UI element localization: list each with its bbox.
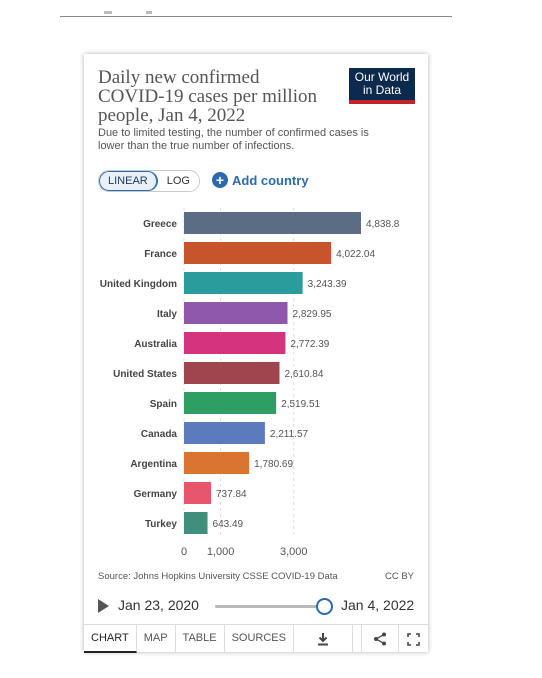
x-tick-label: 3,000 (280, 546, 308, 558)
bar (184, 362, 280, 384)
chart-subtitle: Due to limited testing, the number of co… (98, 127, 369, 152)
category-label: Spain (150, 399, 177, 410)
timeline-track[interactable] (215, 605, 323, 608)
owid-logo[interactable]: Our World in Data (349, 68, 415, 104)
timeline: Jan 23, 2020 Jan 4, 2022 (98, 595, 418, 617)
logo-line-2: in Data (362, 83, 402, 97)
download-icon (317, 633, 328, 646)
value-label: 2,211.57 (270, 429, 309, 440)
license-link[interactable]: CC BY (384, 571, 414, 582)
category-label: Italy (157, 309, 177, 320)
bar (184, 242, 332, 264)
chart-card: Daily new confirmed COVID-19 cases per m… (84, 54, 428, 653)
top-divider (60, 16, 452, 17)
timeline-start-date[interactable]: Jan 23, 2020 (118, 597, 199, 613)
timeline-handle[interactable] (316, 598, 333, 615)
category-label: France (144, 249, 177, 260)
category-label: Australia (134, 339, 177, 350)
category-label: Turkey (145, 519, 177, 530)
category-label: Argentina (130, 459, 177, 470)
linear-scale-button[interactable]: LINEAR (99, 171, 158, 191)
value-label: 3,243.39 (308, 279, 347, 290)
category-label: United Kingdom (100, 279, 177, 290)
tab-table[interactable]: TABLE (176, 625, 225, 653)
top-divider-marks-2 (146, 11, 152, 14)
tab-chart[interactable]: CHART (84, 625, 137, 653)
bar (184, 392, 277, 414)
value-label: 4,022.04 (336, 249, 375, 260)
logo-line-1: Our World (354, 70, 410, 84)
share-button[interactable] (360, 625, 400, 653)
bar (184, 422, 265, 444)
bar (184, 482, 211, 504)
top-divider-marks (104, 11, 112, 14)
bar-chart: 0 1,000 3,000 Greece 4,838.8 France 4,022.04 Un… (100, 208, 400, 558)
bar (184, 332, 286, 354)
value-label: 2,829.95 (293, 309, 332, 320)
bar (184, 302, 288, 324)
tab-sources[interactable]: SOURCES (225, 625, 294, 653)
chart-title: Daily new confirmed COVID-19 cases per m… (98, 67, 317, 126)
value-label: 2,772.39 (290, 339, 329, 350)
category-label: Canada (141, 429, 178, 440)
value-label: 737.84 (216, 489, 247, 500)
bar (184, 512, 208, 534)
play-icon[interactable] (98, 599, 109, 613)
fullscreen-icon (407, 632, 420, 646)
source-note[interactable]: Source: Johns Hopkins University CSSE CO… (98, 571, 338, 582)
download-button[interactable] (294, 625, 353, 653)
x-tick-label: 1,000 (207, 546, 235, 558)
log-scale-button[interactable]: LOG (157, 171, 199, 191)
add-country-button[interactable]: + Add country (212, 170, 309, 190)
timeline-end-date[interactable]: Jan 4, 2022 (341, 597, 415, 613)
value-label: 643.49 (213, 519, 244, 530)
value-label: 2,519.51 (281, 399, 320, 410)
value-label: 1,780.69 (254, 459, 293, 470)
category-label: Germany (134, 489, 178, 500)
fullscreen-button[interactable] (399, 625, 428, 653)
tab-bar: CHART MAP TABLE SOURCES (84, 624, 428, 653)
x-tick-label: 0 (181, 546, 187, 558)
add-country-label: Add country (232, 172, 309, 188)
value-label: 2,610.84 (285, 369, 324, 380)
category-label: Greece (143, 219, 177, 230)
bar (184, 212, 361, 234)
value-label: 4,838.8 (366, 219, 400, 230)
share-icon (373, 632, 386, 646)
bar (184, 452, 250, 474)
plus-icon: + (212, 172, 228, 188)
scale-toggle: LINEAR LOG (98, 170, 200, 192)
category-label: United States (113, 369, 177, 380)
tab-map[interactable]: MAP (137, 625, 176, 653)
bar (184, 272, 303, 294)
